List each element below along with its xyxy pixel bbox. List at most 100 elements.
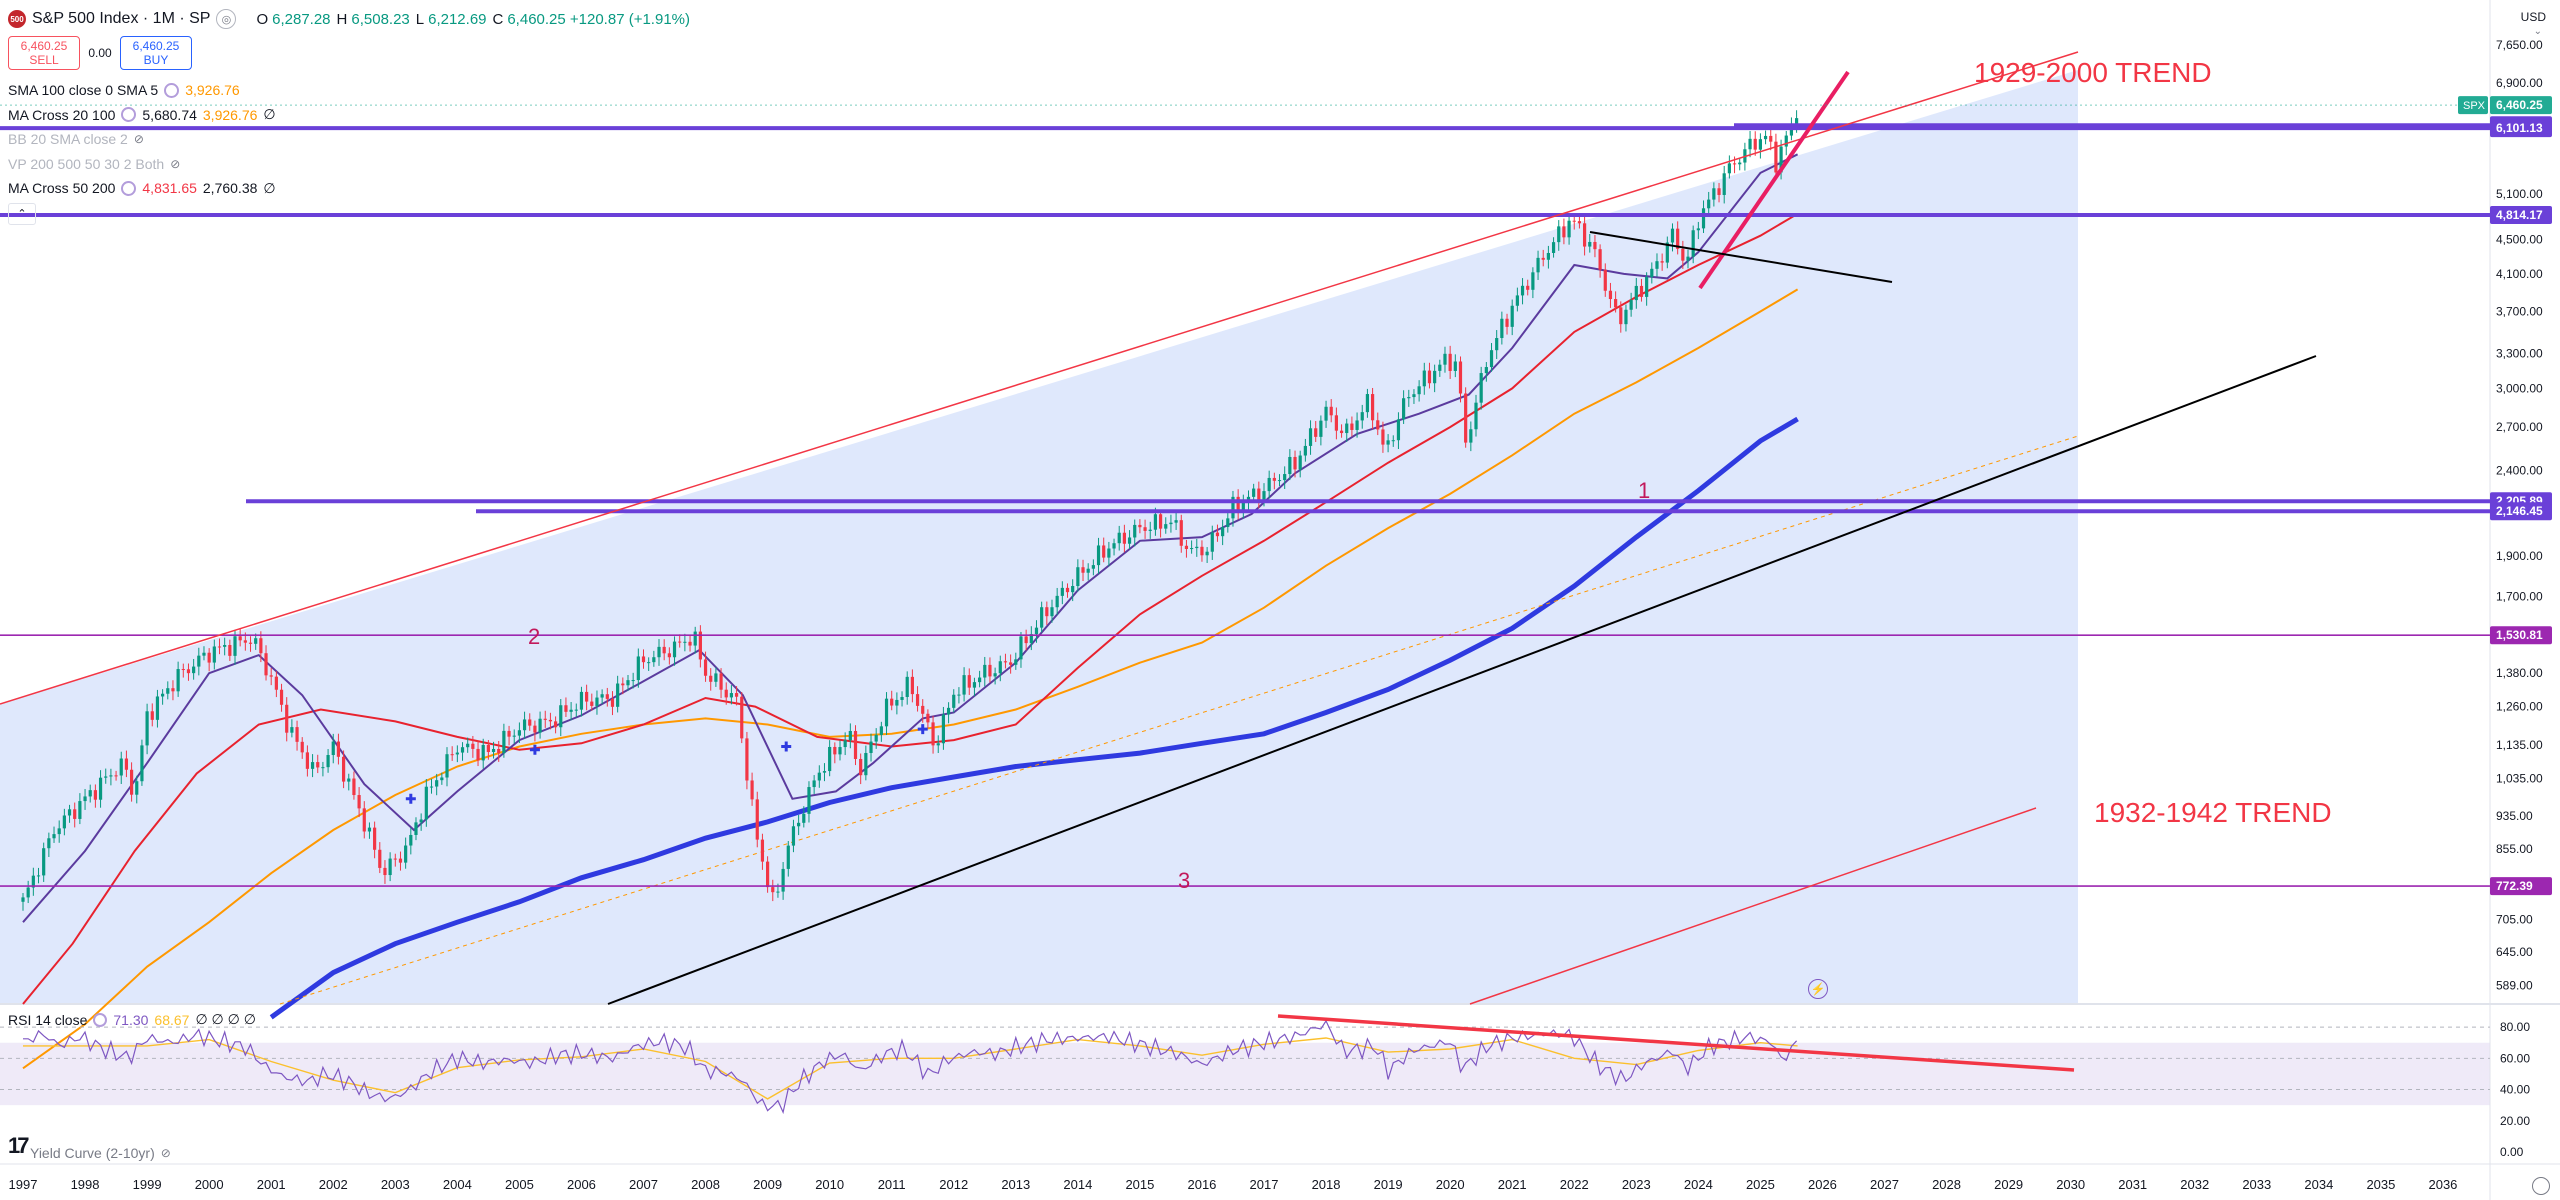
candle-body [543,718,547,720]
candle-body [843,740,847,748]
yield-curve-legend[interactable]: Yield Curve (2-10yr) ⊘ [30,1145,171,1161]
candle-body [104,776,108,778]
currency-label[interactable]: USD [2520,10,2546,24]
candle-body [946,707,951,715]
candle [548,712,553,730]
candle [1138,519,1142,534]
settings-icon[interactable] [121,180,137,196]
candle-body [1417,386,1421,395]
chevron-down-icon[interactable]: ⌄ [2533,26,2542,37]
candle-body [993,673,997,677]
indicator-row[interactable]: MA Cross 20 100 5,680.74 3,926.76 ∅ [8,103,276,128]
candle-body [150,711,154,720]
candle [998,655,1002,682]
candle-body [1215,532,1220,537]
flash-icon[interactable]: ⚡ [1808,979,1828,999]
candle-body [1169,522,1173,525]
candle-body [1479,373,1483,403]
candle [1360,404,1364,429]
eye-off-icon[interactable]: ⊘ [160,1146,171,1160]
candle [181,663,185,678]
candle [1686,249,1690,269]
ma-200-line [269,416,1799,1020]
candle [1562,218,1566,245]
candle-body [357,795,361,809]
indicator-value: 3,926.76 [185,82,240,99]
price-tick-label: 2,400.00 [2496,463,2543,477]
candle-body [1546,252,1550,260]
eye-off-icon[interactable]: ⊘ [133,132,144,147]
settings-icon[interactable] [121,107,137,123]
rsi-legend[interactable]: RSI 14 close 71.30 68.67 ∅ ∅ ∅ ∅ [8,1011,256,1028]
candle-body [1794,118,1799,124]
candle [967,668,971,695]
sell-price: 6,460.25 [20,39,68,53]
tradingview-logo-icon[interactable]: 17 [8,1133,30,1158]
candle-body [1676,228,1680,249]
candle [497,740,501,762]
candle-body [1205,551,1209,556]
candle [1417,380,1421,402]
candle-body [522,719,527,731]
candle-body [1365,394,1370,413]
candle-body [1536,257,1540,273]
yield-curve-name: Yield Curve (2-10yr) [30,1145,155,1161]
candle [667,647,671,665]
candle-body [652,657,656,663]
symbol-title[interactable]: S&P 500 Index · 1M · SP [32,10,211,27]
time-tick-label: 2020 [1436,1177,1465,1192]
candle [1634,277,1638,309]
candle-body [295,727,299,742]
candle [83,788,87,810]
buy-button[interactable]: 6,460.25 BUY [120,36,192,70]
candle-body [683,641,687,643]
candle [709,668,713,691]
indicator-row[interactable]: BB 20 SMA close 2 ⊘ [8,127,276,152]
candle-body [1567,220,1571,238]
settings-icon[interactable] [93,1012,108,1027]
collapse-legend-button[interactable]: ⌃ [8,202,36,225]
symbol-header[interactable]: 500 S&P 500 Index · 1M · SP ◎ O 6,287.28 … [8,6,690,32]
level-price-label: 2,146.45 [2496,504,2543,518]
time-tick-label: 1999 [133,1177,162,1192]
indicator-row[interactable]: MA Cross 50 200 4,831.65 2,760.38 ∅ [8,176,276,201]
indicator-row[interactable]: SMA 100 close 0 SMA 5 3,926.76 [8,78,276,103]
candle [1515,287,1519,312]
candle [1096,537,1101,574]
candle-body [1174,520,1178,523]
visibility-icon[interactable]: ◎ [216,9,237,29]
candle [150,703,154,727]
settings-icon[interactable] [164,82,180,98]
ohlc-h: H 6,508.23 [336,10,410,28]
annotation-trend-bottom: 1932-1942 TREND [2094,797,2332,828]
candle-body [988,664,992,677]
candle [264,645,268,681]
candle [466,737,470,753]
candle-body [93,790,97,800]
candle [636,648,640,688]
candle-body [316,762,320,768]
indicator-row[interactable]: VP 200 500 50 30 2 Both ⊘ [8,152,276,177]
clock-icon[interactable] [2532,1177,2550,1195]
eye-off-icon[interactable]: ⊘ [170,156,181,171]
candle [1738,157,1742,171]
candle-body [404,845,408,863]
candle-body [264,653,268,676]
candle-body [1665,242,1669,263]
candle [435,773,439,796]
time-tick-label: 2004 [443,1177,472,1192]
candle-body [460,747,465,753]
candle-body [1014,659,1018,665]
candle-body [145,711,149,746]
cross-marker [529,744,540,755]
candle-body [709,675,713,682]
sell-button[interactable]: 6,460.25 SELL [8,36,80,70]
candle [1236,489,1240,520]
candle-body [626,680,630,686]
candle [1241,494,1245,519]
level-price-label: 772.39 [2496,879,2533,893]
candle-body [1086,568,1090,573]
candle [1722,165,1726,204]
